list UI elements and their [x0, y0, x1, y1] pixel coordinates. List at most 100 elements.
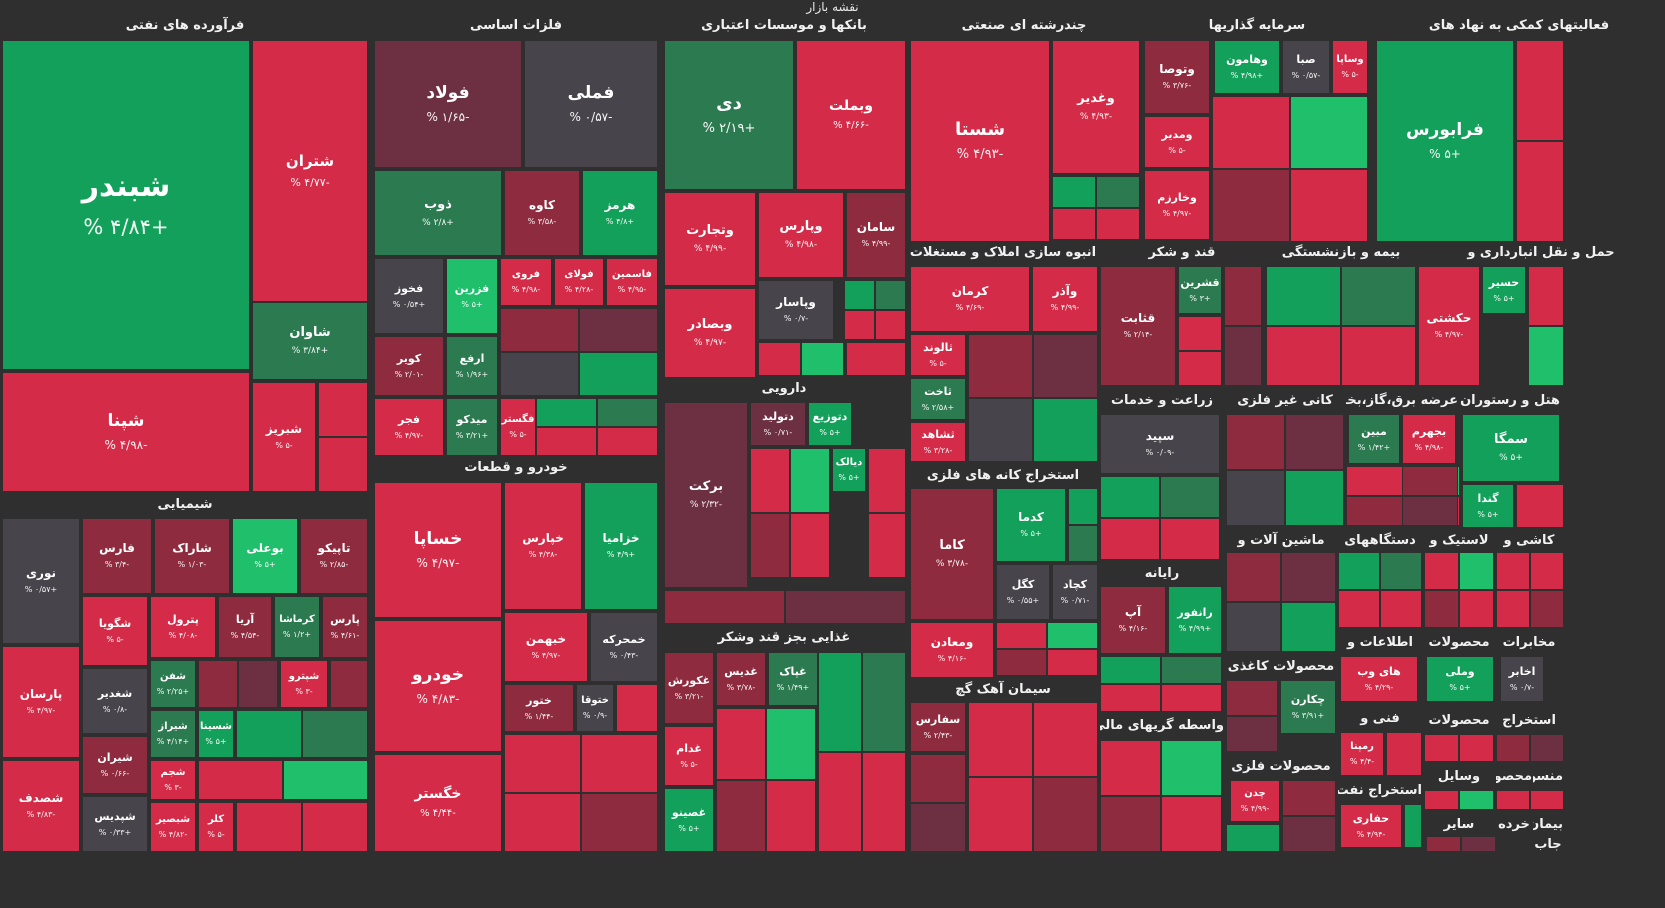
treemap-cell[interactable] — [1290, 169, 1368, 242]
stock-tile[interactable]: وپاسار -۰/۷ % — [758, 280, 834, 340]
stock-tile[interactable]: کاما -۳/۷۸ % — [910, 488, 994, 620]
stock-tile[interactable]: دتوزیع +۵ % — [808, 402, 852, 446]
treemap-cell[interactable] — [318, 437, 368, 492]
treemap-cell[interactable] — [996, 622, 1047, 649]
treemap-cell[interactable] — [1528, 326, 1564, 386]
stock-tile[interactable]: شگویا -۵ % — [82, 596, 148, 666]
stock-tile[interactable]: بوعلی +۵ % — [232, 518, 298, 594]
treemap-cell[interactable] — [579, 308, 658, 352]
treemap-cell[interactable] — [1212, 169, 1290, 242]
treemap-cell[interactable] — [862, 752, 906, 852]
stock-tile[interactable]: شغدیر -۰/۸ % — [82, 668, 148, 734]
treemap-cell[interactable] — [198, 760, 283, 800]
treemap-cell[interactable] — [1047, 622, 1098, 649]
stock-tile[interactable]: فملی -۰/۵۷ % — [524, 40, 658, 168]
treemap-cell[interactable] — [1224, 266, 1262, 326]
stock-tile[interactable]: شیران -۰/۶۶ % — [82, 736, 148, 794]
treemap-cell[interactable] — [597, 427, 658, 456]
treemap-cell[interactable] — [1404, 804, 1422, 848]
stock-tile[interactable]: شاراک -۱/۰۳ % — [154, 518, 230, 594]
stock-tile[interactable]: فاسمین -۴/۹۵ % — [606, 258, 658, 306]
treemap-cell[interactable] — [1068, 488, 1098, 525]
stock-tile[interactable]: شپنا -۴/۹۸ % — [2, 372, 250, 492]
treemap-cell[interactable] — [716, 708, 766, 780]
treemap-cell[interactable] — [1160, 476, 1220, 518]
stock-tile[interactable]: مبین +۱/۴۲ % — [1348, 414, 1400, 464]
stock-tile[interactable]: خبهمن -۴/۹۷ % — [504, 612, 588, 682]
treemap-cell[interactable] — [1100, 518, 1160, 560]
treemap-cell[interactable] — [1402, 466, 1458, 496]
treemap-cell[interactable] — [504, 734, 581, 793]
stock-tile[interactable]: وتوصا -۳/۷۶ % — [1144, 40, 1210, 114]
treemap-cell[interactable] — [758, 342, 801, 376]
treemap-cell[interactable] — [875, 280, 906, 310]
stock-tile[interactable]: غصینو +۵ % — [664, 788, 714, 852]
stock-tile[interactable]: هرمز +۴/۸ % — [582, 170, 658, 256]
stock-tile[interactable]: شبندر +۴/۸۴ % — [2, 40, 250, 370]
stock-tile[interactable]: غپاک +۱/۴۹ % — [768, 652, 818, 706]
stock-tile[interactable]: فرابورس +۵ % — [1376, 40, 1514, 242]
treemap-cell[interactable] — [500, 352, 579, 396]
stock-tile[interactable]: شاوان +۳/۸۴ % — [252, 302, 368, 380]
treemap-cell[interactable] — [1226, 680, 1278, 716]
treemap-cell[interactable] — [318, 382, 368, 437]
treemap-cell[interactable] — [581, 734, 658, 793]
treemap-cell[interactable] — [1496, 790, 1530, 810]
treemap-cell[interactable] — [1033, 398, 1098, 462]
stock-tile[interactable]: وبصادر -۴/۹۷ % — [664, 288, 756, 378]
treemap-cell[interactable] — [1100, 684, 1161, 712]
treemap-cell[interactable] — [1285, 414, 1344, 470]
treemap-cell[interactable] — [236, 802, 302, 852]
treemap-cell[interactable] — [750, 448, 790, 513]
treemap-cell[interactable] — [1100, 796, 1161, 852]
stock-tile[interactable]: حفاری -۴/۹۴ % — [1340, 804, 1402, 848]
stock-tile[interactable]: وملی +۵ % — [1426, 656, 1494, 702]
stock-tile[interactable]: ختوقا -۰/۹ % — [576, 684, 614, 732]
treemap-cell[interactable] — [868, 513, 906, 578]
treemap-cell[interactable] — [283, 760, 368, 800]
treemap-cell[interactable] — [1380, 590, 1422, 628]
stock-tile[interactable]: دتولید -۰/۷۱ % — [750, 402, 806, 446]
treemap-cell[interactable] — [968, 398, 1033, 462]
treemap-cell[interactable] — [1338, 590, 1380, 628]
treemap-cell[interactable] — [1459, 590, 1494, 628]
treemap-cell[interactable] — [236, 710, 302, 758]
treemap-cell[interactable] — [750, 513, 790, 578]
treemap-cell[interactable] — [1282, 816, 1336, 852]
treemap-cell[interactable] — [1341, 326, 1416, 386]
stock-tile[interactable]: فجر -۴/۹۷ % — [374, 398, 444, 456]
stock-tile[interactable]: سفارس -۲/۴۳ % — [910, 702, 966, 752]
stock-tile[interactable]: چدن -۴/۹۹ % — [1230, 780, 1280, 822]
stock-tile[interactable]: میدکو +۳/۲۱ % — [446, 398, 498, 456]
stock-tile[interactable]: وغدیر -۴/۹۳ % — [1052, 40, 1140, 174]
treemap-cell[interactable] — [968, 702, 1033, 777]
stock-tile[interactable]: کلر -۵ % — [198, 802, 234, 852]
stock-tile[interactable]: آریا -۴/۵۴ % — [218, 596, 272, 658]
treemap-cell[interactable] — [1052, 176, 1096, 208]
stock-tile[interactable]: وبملت -۴/۶۶ % — [796, 40, 906, 190]
stock-tile[interactable]: غدام -۵ % — [664, 726, 714, 786]
stock-tile[interactable]: شبریز -۵ % — [252, 382, 316, 492]
treemap-cell[interactable] — [1033, 334, 1098, 398]
treemap-cell[interactable] — [1226, 824, 1280, 852]
stock-tile[interactable]: فولاد -۱/۶۵ % — [374, 40, 522, 168]
treemap-cell[interactable] — [868, 448, 906, 513]
stock-tile[interactable]: وپارس -۴/۹۸ % — [758, 192, 844, 278]
treemap-cell[interactable] — [1528, 266, 1564, 326]
stock-tile[interactable]: خپارس -۴/۳۸ % — [504, 482, 582, 610]
treemap-cell[interactable] — [1282, 780, 1336, 816]
treemap-cell[interactable] — [1161, 796, 1222, 852]
treemap-cell[interactable] — [1161, 740, 1222, 796]
stock-tile[interactable]: فگستر -۵ % — [500, 398, 536, 456]
treemap-cell[interactable] — [844, 310, 875, 340]
treemap-cell[interactable] — [1516, 484, 1564, 528]
stock-tile[interactable]: شسینا +۵ % — [198, 710, 234, 758]
stock-tile[interactable]: ثالوند -۵ % — [910, 334, 966, 376]
treemap-cell[interactable] — [500, 308, 579, 352]
stock-tile[interactable]: فروی -۴/۹۸ % — [500, 258, 552, 306]
stock-tile[interactable]: کگل +۰/۵۵ % — [996, 564, 1050, 620]
stock-tile[interactable]: شفن +۲/۲۵ % — [150, 660, 196, 708]
stock-tile[interactable]: حسیر +۵ % — [1482, 266, 1526, 314]
stock-tile[interactable]: کچاد -۰/۷۱ % — [1052, 564, 1098, 620]
stock-tile[interactable]: ومعادن -۴/۱۶ % — [910, 622, 994, 678]
